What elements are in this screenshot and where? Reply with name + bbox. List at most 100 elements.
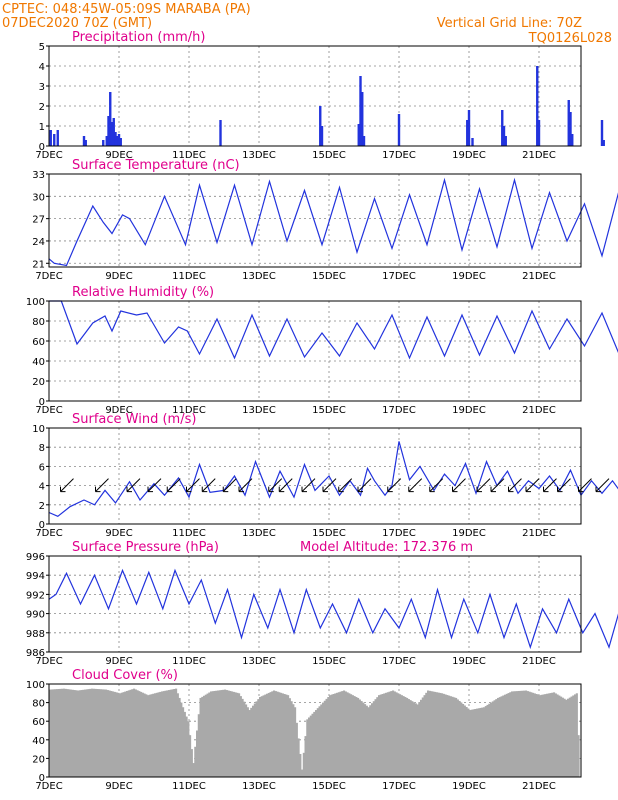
- humidity-xtick-label: 15DEC: [312, 405, 346, 416]
- cloud-cover-bar: [199, 697, 202, 777]
- wind-arrow-head: [60, 486, 66, 493]
- precipitation-bar: [537, 120, 541, 146]
- precipitation-bar: [320, 126, 324, 146]
- pressure-ytick-label: 986: [26, 648, 45, 659]
- wind-arrow-head: [525, 486, 531, 493]
- cloud-cover-bar: [180, 702, 183, 777]
- cloud-cover-bar: [528, 691, 531, 777]
- cloud-cover-bar: [463, 705, 466, 777]
- cloud-cover-bar: [483, 707, 486, 777]
- wind-arrow: [476, 478, 491, 493]
- cloud-cover-bar: [281, 693, 284, 777]
- cloud-cover-bar: [252, 705, 255, 777]
- humidity-title: Relative Humidity (%): [72, 285, 214, 300]
- cloud-cover-bar: [196, 730, 199, 777]
- pressure-xtick-label: 21DEC: [522, 656, 556, 667]
- cloud-cover-bar: [294, 707, 297, 777]
- wind-ytick-label: 0: [39, 520, 45, 531]
- cloud-cover-ytick-label: 100: [26, 680, 45, 691]
- wind-arrow-shaft: [595, 478, 610, 492]
- precipitation-bar: [114, 132, 117, 146]
- precipitation-bar: [53, 134, 56, 146]
- wind-arrow-head: [452, 486, 458, 493]
- cloud-cover-bar: [71, 689, 74, 777]
- cloud-cover-bar: [565, 699, 568, 777]
- wind-arrow-shaft: [278, 478, 293, 492]
- cloud-cover-bar: [386, 692, 389, 777]
- wind-arrow: [338, 478, 353, 493]
- precipitation-xtick-label: 9DEC: [105, 150, 132, 161]
- cloud-cover-bar: [549, 693, 552, 777]
- cloud-cover-ytick-label: 60: [32, 717, 45, 728]
- precipitation-bar: [569, 112, 572, 146]
- cloud-cover-xtick-label: 7DEC: [35, 781, 62, 792]
- pressure-ytick-label: 996: [26, 552, 45, 563]
- cloud-cover-bar: [283, 693, 286, 777]
- cloud-cover-bar: [329, 695, 332, 777]
- cloud-cover-bar: [66, 689, 69, 777]
- cloud-cover-bar: [164, 690, 167, 777]
- cloud-cover-bar: [456, 699, 459, 777]
- pressure-ytick-label: 990: [26, 610, 45, 621]
- wind-arrow-head: [268, 486, 274, 493]
- cloud-cover-bar: [266, 693, 269, 777]
- precipitation-xtick-label: 13DEC: [242, 150, 276, 161]
- cloud-cover-bar: [120, 692, 123, 777]
- wind-arrow-shaft: [543, 478, 557, 492]
- wind-arrow-head: [238, 486, 244, 493]
- wind-arrow-head: [408, 486, 414, 493]
- wind-arrow-shaft: [357, 478, 372, 492]
- cloud-cover-bar: [495, 699, 498, 777]
- wind-arrow: [490, 478, 505, 493]
- cloud-cover-bar: [238, 693, 241, 777]
- cloud-cover-bar: [245, 704, 248, 777]
- cloud-cover-bar: [362, 702, 365, 777]
- header-datetime: 07DEC2020 70Z (GMT): [2, 16, 152, 31]
- temperature-ytick-label: 33: [32, 170, 45, 181]
- cloud-cover-bar: [355, 697, 358, 777]
- header-location: CPTEC: 048:45W-05:09S MARABA (PA): [2, 2, 251, 17]
- cloud-cover-bar: [269, 692, 272, 777]
- cloud-cover-bar: [292, 704, 295, 777]
- wind-ytick-label: 6: [39, 462, 45, 473]
- precipitation-bar: [397, 114, 401, 146]
- cloud-cover-bar: [542, 694, 545, 777]
- cloud-cover-bar: [432, 691, 435, 777]
- wind-xtick-label: 7DEC: [35, 528, 62, 539]
- cloud-cover-bar: [418, 702, 421, 777]
- pressure-ytick-label: 994: [26, 571, 45, 582]
- cloud-cover-bar: [145, 694, 148, 777]
- temperature-xtick-label: 15DEC: [312, 271, 346, 282]
- precipitation-bar: [102, 140, 105, 146]
- cloud-cover-bar: [532, 692, 535, 777]
- wind-arrow-shaft: [95, 478, 109, 492]
- temperature-xtick-label: 19DEC: [452, 271, 486, 282]
- cloud-cover-xtick-label: 21DEC: [522, 781, 556, 792]
- wind-title: Surface Wind (m/s): [72, 412, 196, 427]
- header-grid-note: Vertical Grid Line: 70Z: [437, 16, 582, 31]
- model-altitude-label: Model Altitude: 172.376 m: [300, 540, 473, 555]
- wind-arrow-shaft: [557, 478, 571, 492]
- cloud-cover-bar: [309, 715, 312, 777]
- cloud-cover-bar: [127, 690, 130, 777]
- cloud-cover-xtick-label: 15DEC: [312, 781, 346, 792]
- wind-arrow-shaft: [166, 478, 181, 492]
- cloud-cover-bar: [346, 692, 349, 777]
- cloud-cover-bar: [535, 693, 538, 777]
- pressure-panel: 986 988 990 992 994 996 7DEC 9DEC 11DEC 13DEC 15DE…: [26, 540, 618, 667]
- cloud-cover-bar: [85, 689, 88, 777]
- wind-arrow: [268, 478, 283, 493]
- wind-panel: 0 2 4 6 8 10 7DEC 9DEC 11DEC 13DEC 15DEC 17DEC 19DEC…: [32, 412, 618, 539]
- cloud-cover-bar: [523, 690, 526, 777]
- cloud-cover-bar: [232, 691, 235, 777]
- humidity-ytick-label: 80: [32, 317, 45, 328]
- cloud-cover-bar: [239, 696, 242, 777]
- cloud-cover-bar: [295, 722, 298, 777]
- cloud-cover-bar: [570, 696, 573, 777]
- cloud-cover-bar: [115, 692, 118, 777]
- cloud-cover-bar: [178, 697, 181, 777]
- cloud-cover-bar: [360, 701, 363, 777]
- cloud-cover-bar: [50, 689, 53, 777]
- temperature-xtick-label: 13DEC: [242, 271, 276, 282]
- cloud-cover-bar: [561, 697, 564, 777]
